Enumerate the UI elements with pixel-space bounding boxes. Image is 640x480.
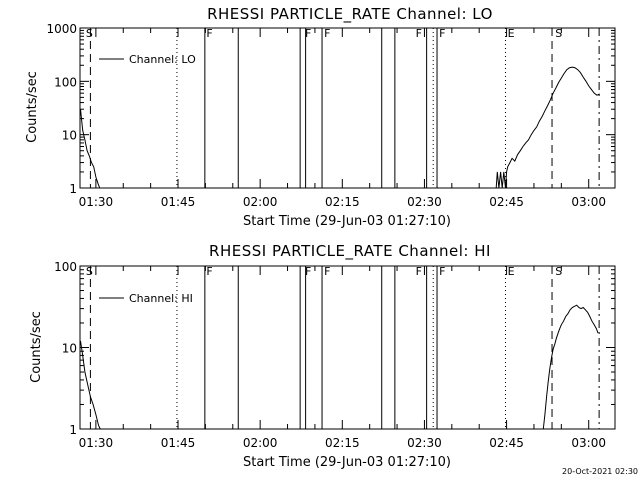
x-tick-label: 01:45 [161,436,196,450]
x-tick-label: 02:45 [489,195,524,209]
y-tick-label: 100 [54,75,77,89]
x-tick-label: 02:15 [325,195,360,209]
y-axis-label: Counts/sec [25,71,40,143]
x-tick-label: 02:00 [243,436,278,450]
y-tick-label: 10 [62,342,77,356]
flag-label: S [555,265,562,278]
y-tick-label: 100 [54,260,77,274]
panel-hi: RHESSI PARTICLE_RATE Channel: HI Counts/… [29,242,616,470]
series-line [80,304,599,430]
flag-label: F [206,27,212,40]
x-tick-label: 02:00 [243,195,278,209]
x-tick-label: 01:30 [79,436,114,450]
x-tick-label: 03:00 [571,436,606,450]
y-tick-label: 1 [69,423,77,437]
flag-label: S [86,27,93,40]
flag-label: F [416,27,422,40]
y-tick-label: 1000 [46,22,77,36]
x-tick-label: 01:30 [79,195,114,209]
x-axis-label: Start Time (29-Jun-03 01:27:10) [243,214,451,229]
panel-lo: RHESSI PARTICLE_RATE Channel: LO Counts/… [25,5,616,229]
flag-label: F [324,27,330,40]
flag-label: E [508,265,515,278]
flag-label: F [305,265,311,278]
y-axis-label: Counts/sec [29,311,44,383]
y-tick-label: 10 [62,129,77,143]
legend-label: Channel: LO [129,53,196,66]
legend-label: Channel: HI [129,292,193,305]
legend: Channel: HI [99,292,193,305]
flag-label: S [86,265,93,278]
flag-label: F [324,265,330,278]
flag-label: F [439,27,445,40]
footer-timestamp: 20-Oct-2021 02:30 [562,467,638,476]
flag-label: F [305,27,311,40]
plot-frame [79,27,616,189]
x-tick-label: 02:30 [407,195,442,209]
x-axis-label: Start Time (29-Jun-03 01:27:10) [243,455,451,470]
chart-title: RHESSI PARTICLE_RATE Channel: HI [209,242,491,261]
x-tick-label: 01:45 [161,195,196,209]
flag-label: E [508,27,515,40]
x-tick-label: 02:45 [489,436,524,450]
chart-title: RHESSI PARTICLE_RATE Channel: LO [207,5,493,24]
series-line [80,66,600,189]
flag-label: F [206,265,212,278]
plot-frame [79,265,616,430]
x-tick-label: 02:15 [325,436,360,450]
flag-label: F [416,265,422,278]
legend: Channel: LO [99,53,196,66]
y-tick-label: 1 [69,182,77,196]
flag-label: F [439,265,445,278]
flag-label: S [555,27,562,40]
x-tick-label: 03:00 [571,195,606,209]
x-tick-label: 02:30 [407,436,442,450]
